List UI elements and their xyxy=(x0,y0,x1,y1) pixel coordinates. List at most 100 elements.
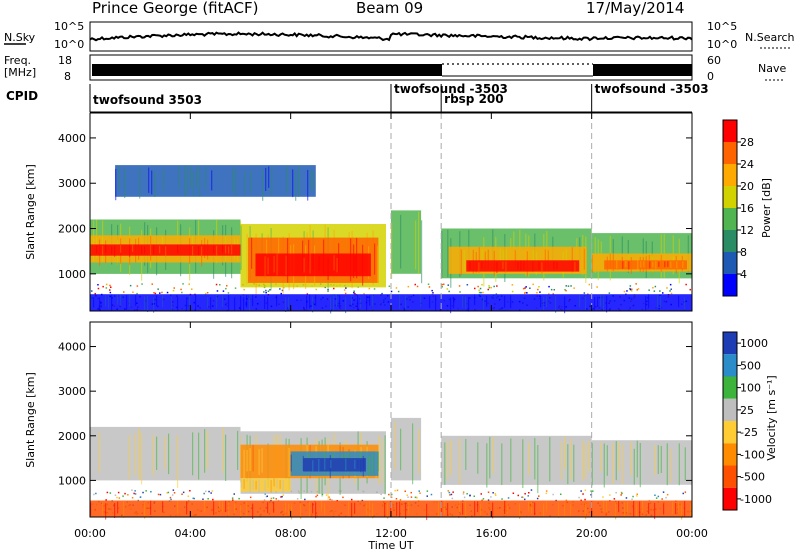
speckle-pixel xyxy=(118,497,121,499)
heatmap-stripe xyxy=(261,448,263,473)
time-axis-label: Time UT xyxy=(367,539,413,552)
heatmap-stripe xyxy=(211,170,213,191)
freq-label-line2: [MHz] xyxy=(4,66,36,79)
speckle-pixel xyxy=(588,283,591,286)
heatmap-stripe xyxy=(216,294,218,309)
heatmap-stripe xyxy=(615,441,617,481)
speckle-pixel xyxy=(131,497,134,499)
speckle-pixel xyxy=(625,497,628,499)
speckle-pixel xyxy=(511,284,514,286)
speckle-pixel xyxy=(134,493,137,495)
heatmap-stripe xyxy=(243,449,245,479)
heatmap-stripe xyxy=(570,503,572,516)
speckle-pixel xyxy=(416,497,418,499)
speckle-pixel xyxy=(304,498,306,501)
heatmap-stripe xyxy=(258,479,260,493)
speckle-pixel xyxy=(590,490,592,492)
speckle-pixel xyxy=(447,490,449,492)
speckle-pixel xyxy=(488,286,491,289)
speckle-pixel xyxy=(527,495,529,497)
heatmap-band xyxy=(441,435,592,485)
speckle-pixel xyxy=(432,292,434,294)
heatmap-stripe xyxy=(286,165,288,194)
speckle-pixel xyxy=(416,285,419,288)
heatmap-stripe xyxy=(151,170,153,195)
heatmap-stripe xyxy=(675,503,677,515)
speckle-pixel xyxy=(448,491,451,494)
heatmap-stripe xyxy=(184,166,186,197)
heatmap-stripe xyxy=(415,220,417,270)
heatmap-stripe xyxy=(141,246,143,255)
speckle-pixel xyxy=(157,288,159,290)
speckle-pixel xyxy=(469,494,471,497)
heatmap-stripe xyxy=(606,445,608,476)
speckle-pixel xyxy=(133,492,135,495)
heatmap-stripe xyxy=(228,501,230,517)
heatmap-stripe xyxy=(538,261,540,270)
speckle-pixel xyxy=(331,499,333,501)
speckle-pixel xyxy=(327,288,329,291)
heatmap-stripe xyxy=(117,294,119,305)
heatmap-stripe xyxy=(615,503,617,520)
speckle-pixel xyxy=(116,496,118,499)
heatmap-stripe xyxy=(492,437,494,474)
speckle-pixel xyxy=(580,490,582,492)
speckle-pixel xyxy=(481,499,483,502)
colorbar-swatch xyxy=(723,398,737,422)
heatmap-stripe xyxy=(250,169,252,193)
speckle-pixel xyxy=(536,497,539,500)
heatmap-stripe xyxy=(606,501,608,512)
heatmap-stripe xyxy=(90,502,92,516)
heatmap-stripe xyxy=(400,214,402,269)
speckle-pixel xyxy=(91,290,93,292)
heatmap-stripe xyxy=(345,297,347,314)
speckle-pixel xyxy=(388,493,390,496)
heatmap-stripe xyxy=(477,442,479,474)
heatmap-stripe xyxy=(318,256,320,272)
heatmap-stripe xyxy=(465,296,467,309)
heatmap-stripe xyxy=(637,260,639,270)
speckle-pixel xyxy=(629,285,632,287)
speckle-pixel xyxy=(636,495,638,497)
speckle-pixel xyxy=(441,286,443,288)
heatmap-stripe xyxy=(156,436,158,470)
speckle-pixel xyxy=(525,291,527,294)
heatmap-stripe xyxy=(222,295,224,307)
speckle-pixel xyxy=(584,498,586,501)
heatmap-stripe xyxy=(510,438,512,482)
heatmap-stripe xyxy=(438,502,440,518)
speckle-pixel xyxy=(123,291,125,293)
heatmap-stripe xyxy=(148,167,150,193)
heatmap-stripe xyxy=(268,166,270,188)
speckle-pixel xyxy=(351,498,353,501)
heatmap-stripe xyxy=(591,255,593,273)
heatmap-stripe xyxy=(477,501,479,513)
heatmap-stripe xyxy=(657,445,659,474)
speckle-pixel xyxy=(517,494,519,497)
cpid-segment-label: rbsp 200 xyxy=(444,92,503,106)
heatmap-stripe xyxy=(108,295,110,309)
heatmap-stripe xyxy=(129,435,131,480)
heatmap-stripe xyxy=(228,246,230,254)
heatmap-stripe xyxy=(306,295,308,309)
heatmap-stripe xyxy=(177,501,179,514)
heatmap-stripe xyxy=(111,294,113,311)
speckle-pixel xyxy=(654,285,657,288)
heatmap-stripe xyxy=(492,502,494,519)
speckle-pixel xyxy=(275,498,277,500)
speckle-pixel xyxy=(142,491,144,494)
heatmap-stripe xyxy=(468,296,470,312)
speckle-pixel xyxy=(325,494,328,496)
speckle-pixel xyxy=(482,291,484,294)
heatmap-stripe xyxy=(418,429,420,474)
x-tick-label: 00:00 xyxy=(74,527,106,540)
heatmap-stripe xyxy=(546,295,548,308)
heatmap-stripe xyxy=(582,440,584,481)
speckle-pixel xyxy=(565,285,567,287)
heatmap-stripe xyxy=(547,250,549,268)
speckle-pixel xyxy=(281,289,284,292)
heatmap-band xyxy=(391,417,422,481)
nave-right-tick-bottom: 0 xyxy=(707,70,714,83)
speckle-pixel xyxy=(279,288,281,290)
speckle-pixel xyxy=(395,287,398,289)
